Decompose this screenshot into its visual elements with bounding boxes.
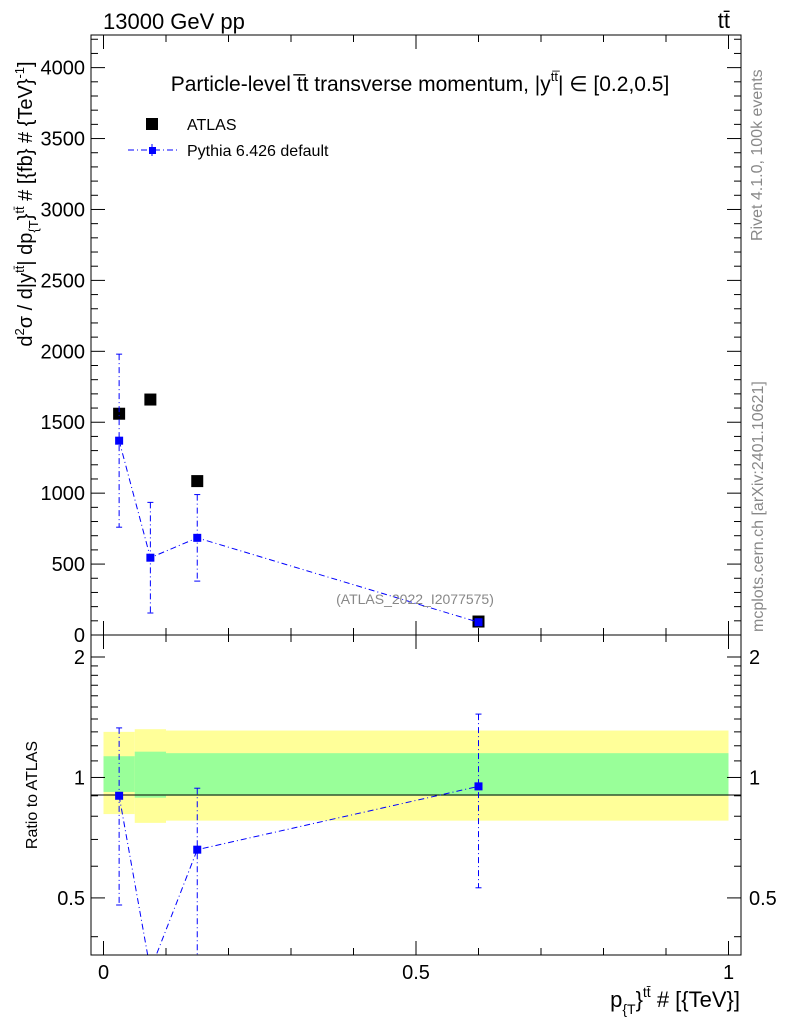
header-energy: 13000 GeV pp bbox=[103, 9, 245, 34]
header-process: tt̄ bbox=[718, 8, 730, 33]
mc-data-point bbox=[115, 436, 124, 445]
mc-data-point bbox=[474, 618, 483, 627]
ratio-mc-point bbox=[115, 791, 124, 800]
legend-atlas-marker bbox=[146, 118, 158, 130]
atlas-data-point bbox=[113, 407, 126, 420]
main-title: Particle-level t̅t transverse momentum, … bbox=[171, 69, 670, 96]
main-y-tick-label: 1500 bbox=[41, 412, 86, 434]
ratio-y-axis-label: Ratio to ATLAS bbox=[24, 741, 41, 849]
ratio-mc-point bbox=[474, 782, 483, 791]
main-y-axis-label: d2σ / d|ytt̄| dp{T}tt̄ # [{fb} # {TeV}-1… bbox=[12, 61, 41, 346]
main-y-tick-label: 3000 bbox=[41, 199, 86, 221]
rivet-version-label: Rivet 4.1.0, 100k events bbox=[749, 69, 766, 241]
mc-data-point bbox=[146, 553, 155, 562]
main-y-tick-label: 500 bbox=[52, 554, 85, 576]
ratio-y-tick-label: 2 bbox=[74, 647, 85, 669]
mc-series-line bbox=[118, 440, 479, 623]
ratio-y-tick-label: 0.5 bbox=[57, 888, 85, 910]
x-axis-label: p{T}tt̄ # [{TeV}] bbox=[610, 984, 740, 1017]
main-y-tick-label: 3500 bbox=[41, 129, 86, 151]
atlas-data-point bbox=[144, 393, 157, 406]
ratio-uncertainty-band-inner bbox=[103, 756, 135, 792]
main-panel: 0 500 1000 1500 2000 2500 3000 3500 4000 Particl… bbox=[12, 34, 742, 647]
mc-data-point bbox=[193, 533, 202, 542]
main-y-tick-label: 1000 bbox=[41, 483, 86, 505]
ratio-y-tick-label-right: 1 bbox=[749, 767, 760, 789]
x-tick-label: 0.5 bbox=[402, 962, 430, 984]
x-tick-label: 1 bbox=[723, 962, 734, 984]
mcplots-label: mcplots.cern.ch [arXiv:2401.10621] bbox=[750, 381, 767, 632]
main-y-tick-label: 2500 bbox=[41, 270, 86, 292]
ratio-panel: 0.5 0.5 1 1 2 2 0 0.5 1 Ratio to ATLAS p{T}tt̄ #… bbox=[24, 634, 777, 1017]
legend-mc-label: Pythia 6.426 default bbox=[187, 143, 329, 160]
ratio-uncertainty-band-inner bbox=[134, 751, 166, 798]
main-y-tick-label: 4000 bbox=[41, 58, 86, 80]
analysis-watermark: (ATLAS_2022_I2077575) bbox=[336, 591, 494, 607]
x-tick-label: 0 bbox=[98, 962, 109, 984]
ratio-mc-point bbox=[146, 966, 154, 974]
main-y-tick-label: 0 bbox=[74, 625, 85, 647]
ratio-y-tick-label: 1 bbox=[74, 767, 85, 789]
legend-mc-marker bbox=[149, 147, 156, 154]
legend-atlas-label: ATLAS bbox=[187, 117, 237, 134]
ratio-mc-point bbox=[193, 845, 202, 854]
atlas-data-point bbox=[191, 475, 204, 488]
ratio-y-tick-label-right: 2 bbox=[749, 647, 760, 669]
main-y-tick-label: 2000 bbox=[41, 341, 86, 363]
ratio-y-tick-label-right: 0.5 bbox=[749, 888, 777, 910]
